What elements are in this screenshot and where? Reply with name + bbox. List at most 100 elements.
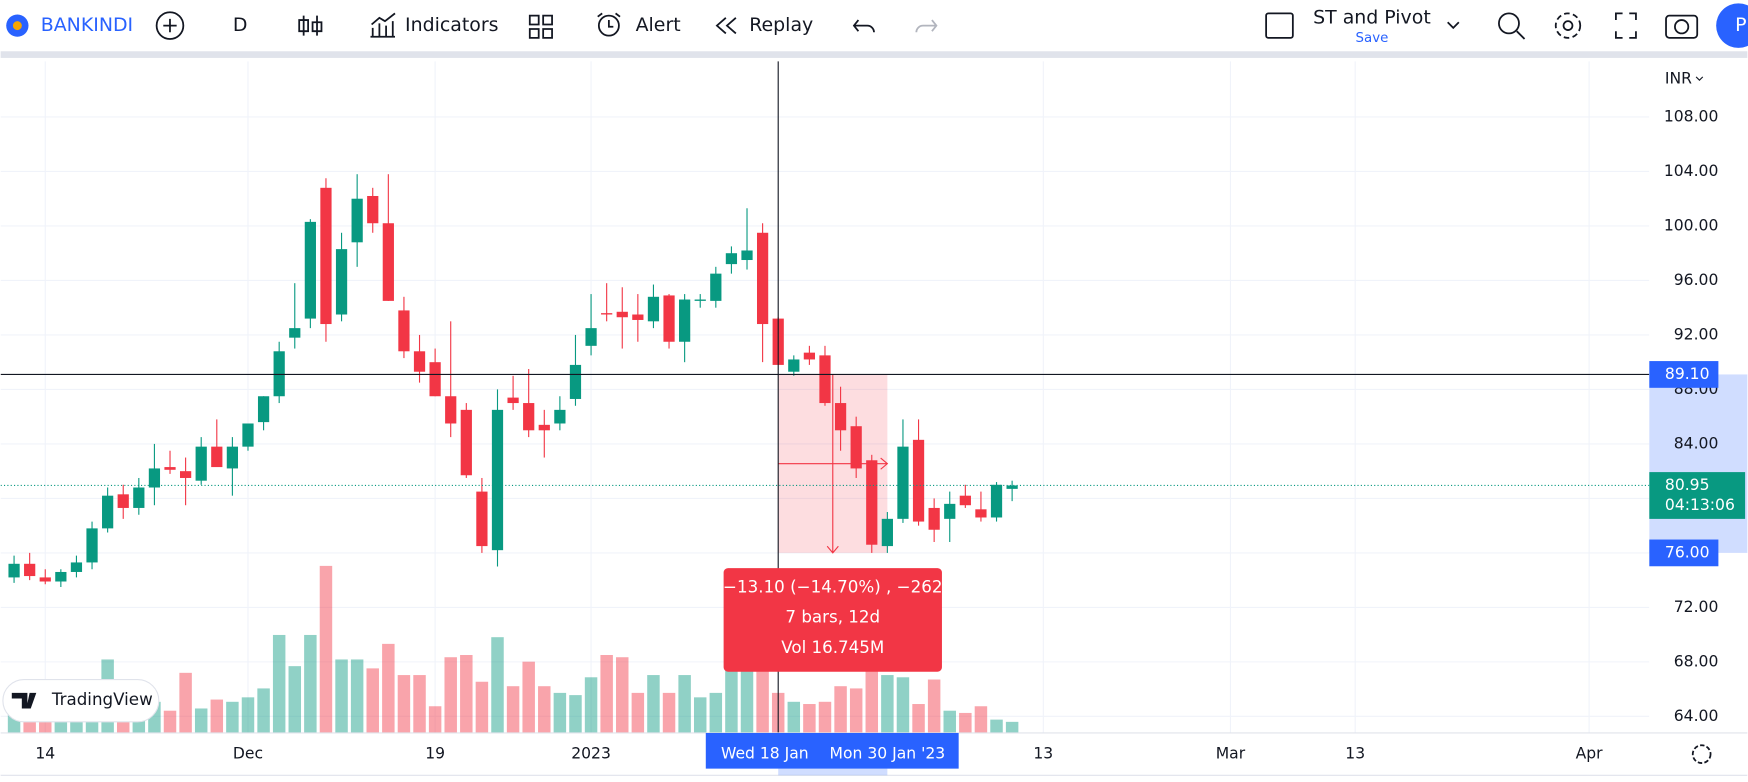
- y-tick-label: 68.00: [1674, 652, 1719, 670]
- watermark-logo: [11, 692, 37, 709]
- volume-bar: [803, 704, 816, 733]
- select-layout[interactable]: [1265, 12, 1294, 39]
- toolbar-bg: [0, 0, 1748, 52]
- candle-body: [1006, 485, 1018, 489]
- candle-body: [647, 296, 660, 322]
- volume-bar: [647, 675, 660, 733]
- plot-area: [0, 61, 1650, 733]
- candle-body: [975, 509, 987, 518]
- time-settings-button[interactable]: [1691, 744, 1712, 764]
- x-tick-label: Mar: [1216, 745, 1246, 763]
- replay-button[interactable]: Replay: [749, 14, 813, 36]
- candle-body: [585, 328, 597, 346]
- candle-body: [663, 295, 675, 342]
- volume-bar: [413, 675, 426, 733]
- candle-body: [834, 403, 847, 431]
- candle-body: [398, 310, 410, 352]
- y-tick-label: 72.00: [1674, 598, 1719, 616]
- measure-text: 7 bars, 12d: [785, 607, 880, 627]
- volume-bar: [304, 634, 317, 733]
- candle-body: [8, 563, 20, 578]
- search-button[interactable]: [1498, 12, 1520, 35]
- candle-body: [710, 273, 722, 301]
- price-axis-bg: [1649, 57, 1748, 733]
- undo-button[interactable]: [852, 19, 875, 33]
- profile-button[interactable]: [1716, 3, 1748, 48]
- candle-body: [850, 426, 862, 469]
- candle-body: [242, 423, 254, 447]
- indicators-icon[interactable]: [370, 12, 396, 38]
- volume-bar: [896, 677, 910, 733]
- x-tick-label: 2023: [571, 745, 611, 763]
- candle-body: [788, 359, 800, 372]
- price-axis-range: [1649, 374, 1748, 553]
- volume-bar: [553, 692, 567, 733]
- snapshot-button[interactable]: [1665, 14, 1699, 39]
- candle-body: [445, 396, 457, 424]
- candle-body: [523, 403, 535, 431]
- candle-body: [866, 460, 878, 545]
- candle-body: [86, 528, 98, 563]
- templates-button[interactable]: [528, 14, 553, 39]
- candle-body: [257, 396, 270, 423]
- candle-body: [928, 507, 940, 530]
- interval-button[interactable]: D: [233, 14, 248, 36]
- crosshair-price: 89.10: [1665, 365, 1710, 383]
- volume-bar: [631, 692, 645, 733]
- volume-bar: [616, 657, 629, 733]
- save-button[interactable]: Save: [1356, 31, 1389, 46]
- volume-bar: [506, 686, 520, 733]
- candle-body: [725, 253, 738, 265]
- last-price-tag: [1649, 472, 1746, 519]
- layout-menu[interactable]: [1447, 21, 1460, 30]
- overlay: −13.10 (−14.70%) , −262 7 bars, 12d Vol 16…: [0, 57, 1748, 782]
- candle-body: [413, 351, 426, 372]
- settings-button[interactable]: [1554, 12, 1582, 39]
- candle-body: [133, 487, 145, 508]
- measure-tooltip: [723, 568, 942, 672]
- volume-bar: [257, 688, 270, 733]
- volume-bar: [990, 719, 1003, 733]
- candle-body: [803, 352, 816, 360]
- candle-body: [912, 439, 925, 522]
- alert-icon[interactable]: [597, 14, 620, 37]
- settings-center: [1562, 20, 1574, 31]
- x-tick-label: 14: [35, 745, 55, 763]
- candle-body: [70, 562, 83, 572]
- candle-body: [335, 249, 348, 315]
- volume-bar: [491, 637, 504, 733]
- candle-body: [429, 362, 441, 397]
- candle-body: [179, 471, 192, 478]
- candle-body: [756, 232, 769, 325]
- volume-bar: [849, 688, 863, 733]
- volume-bar: [538, 686, 551, 733]
- volume-bar: [194, 708, 208, 733]
- watermark-bg: [2, 678, 160, 723]
- measure-arrow: [778, 374, 889, 554]
- y-tick-label: 104.00: [1664, 162, 1719, 180]
- replay-icon[interactable]: [715, 17, 737, 35]
- layout-name[interactable]: ST and Pivot: [1313, 6, 1431, 28]
- fullscreen-button[interactable]: [1615, 12, 1637, 39]
- candle-body: [226, 446, 239, 469]
- candle-body: [55, 571, 67, 582]
- candle-body: [959, 495, 971, 506]
- symbol[interactable]: BANKINDI: [41, 14, 133, 36]
- candle-body: [24, 563, 36, 577]
- chart-type-button[interactable]: [298, 15, 323, 36]
- volume-bar: [444, 657, 457, 733]
- volume-bar: [569, 695, 582, 733]
- x-tick-label: 13: [1345, 745, 1365, 763]
- indicators-button[interactable]: Indicators: [405, 14, 498, 36]
- candle-body: [382, 223, 394, 301]
- x-tick-label: Apr: [1576, 745, 1604, 763]
- crosshair-date-tag: [705, 732, 959, 769]
- alert-button[interactable]: Alert: [636, 14, 681, 36]
- crosshair-date: Wed 18 Jan: [721, 745, 809, 763]
- volume-bar: [974, 706, 988, 733]
- candle-body: [632, 314, 644, 320]
- redo-button[interactable]: [915, 19, 938, 33]
- compare-button[interactable]: [155, 11, 185, 40]
- x-tick-label: 13: [1033, 745, 1053, 763]
